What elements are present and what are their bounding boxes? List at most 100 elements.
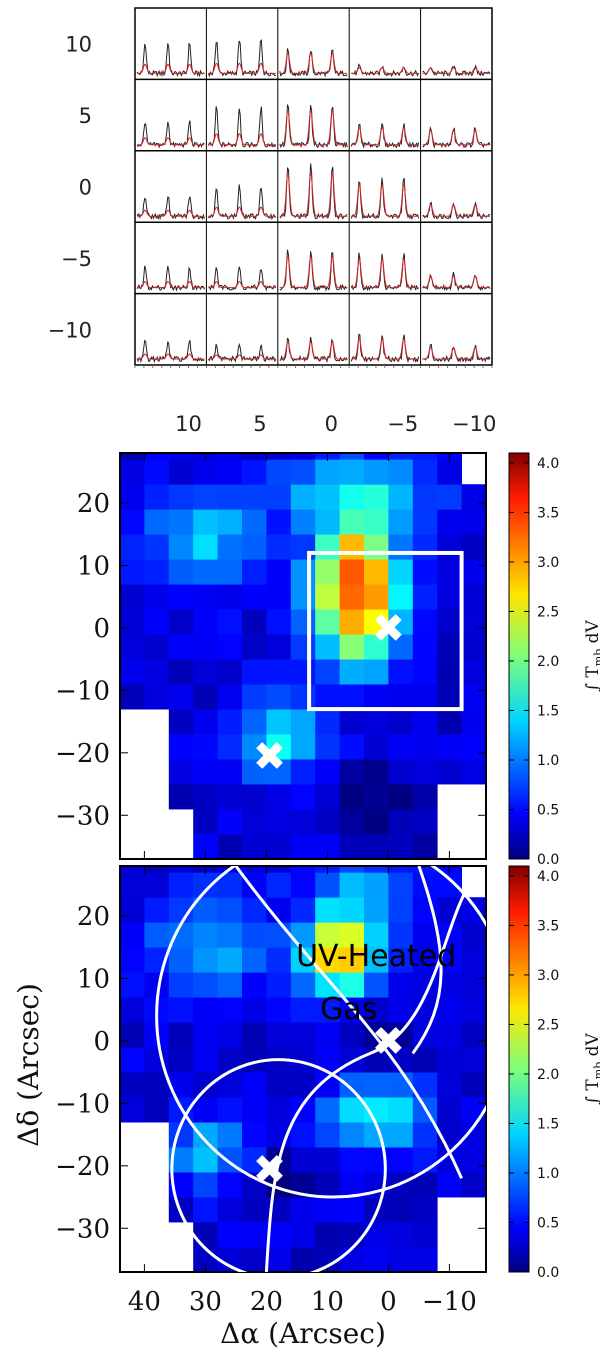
heatmap-cell <box>120 584 145 610</box>
heatmap-ytick-label: −10 <box>55 676 110 706</box>
heatmap-cell <box>193 947 218 973</box>
heatmap-cell <box>290 1147 316 1173</box>
heatmap-cell <box>266 809 292 835</box>
heatmap-cell <box>364 709 389 735</box>
heatmap-cell <box>120 1047 145 1073</box>
annotation-line-1: UV-Heated <box>296 939 456 974</box>
spectrum-observed-line <box>279 249 348 292</box>
heatmap-cells <box>120 453 486 859</box>
heatmap-cell <box>217 947 243 973</box>
heatmap-cell <box>193 634 218 660</box>
heatmap-cell <box>290 922 316 948</box>
heatmap-cell <box>339 947 365 973</box>
heatmap-xtick-label: 40 <box>128 1287 161 1317</box>
heatmap-cell <box>315 1197 340 1223</box>
heatmap-cell <box>364 609 389 635</box>
heatmap-cell <box>266 634 292 660</box>
heatmap-cell <box>339 922 365 948</box>
heatmap-cell <box>315 1022 340 1048</box>
heatmap-ytick-label: −10 <box>55 1089 110 1119</box>
map-top: 20 10 0 −10 −20 −30 ✖ ✖ <box>55 452 487 860</box>
heatmap-cell <box>217 659 243 685</box>
heatmap-cell <box>290 997 316 1023</box>
heatmap-cell <box>461 1072 486 1098</box>
colorbar-top: 0.0 0.5 1.0 1.5 2.0 2.5 3.0 3.5 4.0 ∫ Tmb dV <box>508 452 600 868</box>
heatmap-cell <box>388 534 414 560</box>
spectrum-model-line <box>279 340 348 360</box>
heatmap-cell <box>290 759 316 785</box>
heatmap-cell <box>339 584 365 610</box>
heatmap-cell <box>168 609 194 635</box>
heatmap-cell <box>461 997 486 1023</box>
heatmap-cell <box>315 659 340 685</box>
heatmap-cell <box>242 759 267 785</box>
heatmap-cell <box>388 709 414 735</box>
heatmap-cell <box>144 684 170 710</box>
heatmap-cell <box>339 1222 365 1248</box>
heatmap-cell <box>290 609 316 635</box>
heatmap-cell <box>217 684 243 710</box>
heatmap-cell <box>437 734 462 760</box>
heatmap-cell <box>266 609 292 635</box>
heatmap-cell <box>120 659 145 685</box>
heatmap-cell <box>339 609 365 635</box>
heatmap-cell <box>437 1097 462 1123</box>
heatmap-cell <box>364 1247 389 1272</box>
spectrum-model-line <box>208 280 276 289</box>
heatmap-cell <box>461 972 486 998</box>
heatmap-cell <box>168 509 194 535</box>
heatmap-cell <box>144 534 170 560</box>
heatmap-cell <box>120 684 145 710</box>
heatmap-cell <box>217 584 243 610</box>
heatmap-cell <box>242 866 267 873</box>
heatmap-cell <box>388 947 414 973</box>
heatmap-cell <box>242 997 267 1023</box>
spectrum-model-line <box>137 280 205 289</box>
heatmap-cell <box>290 834 316 859</box>
heatmap-cell <box>242 453 267 460</box>
heatmap-xtick-label: 30 <box>189 1287 222 1317</box>
colorbar-tick-label: 1.0 <box>537 1166 559 1182</box>
heatmap-cell <box>217 1172 243 1198</box>
heatmap-cell <box>461 1022 486 1048</box>
heatmap-cell <box>339 834 365 859</box>
heatmap-cell <box>412 1147 438 1173</box>
heatmap-cell <box>412 684 438 710</box>
heatmap-frame <box>119 865 487 1273</box>
heatmap-cell <box>217 1197 243 1223</box>
heatmap-cell <box>364 734 389 760</box>
heatmap-cell <box>266 709 292 735</box>
colorbar-tick-label: 0.0 <box>537 852 559 868</box>
heatmap-cell <box>144 484 170 510</box>
heatmap-cell <box>339 509 365 535</box>
heatmap-cell <box>144 634 170 660</box>
heatmap-cell <box>412 709 438 735</box>
spectrum-model-line <box>279 255 348 289</box>
heatmap-cell <box>120 459 145 485</box>
heatmap-cell <box>266 559 292 585</box>
heatmap-cell <box>168 709 194 735</box>
spectrum-model-line <box>208 132 276 146</box>
heatmap-cell <box>461 1097 486 1123</box>
spectra-ytick-label: 0 <box>79 176 92 200</box>
heatmap-cell <box>242 947 267 973</box>
heatmap-cell <box>144 897 170 923</box>
heatmap-cell <box>364 897 389 923</box>
heatmap-cell <box>193 1122 218 1148</box>
spectra-ytick-label: 10 <box>65 33 92 57</box>
colorbar-tick-label: 2.0 <box>537 1067 559 1083</box>
heatmap-cell <box>315 509 340 535</box>
heatmap-cell <box>437 559 462 585</box>
heatmap-cell <box>339 659 365 685</box>
heatmap-cell <box>339 559 365 585</box>
heatmap-cell <box>193 1047 218 1073</box>
heatmap-cell <box>461 1172 486 1198</box>
spectrum-model-line <box>208 354 276 360</box>
heatmap-cell <box>290 459 316 485</box>
spectra-ytick-label: −5 <box>61 247 92 271</box>
heatmap-cell <box>266 509 292 535</box>
heatmap-cell <box>144 509 170 535</box>
heatmap-cell <box>217 897 243 923</box>
heatmap-cell <box>412 1122 438 1148</box>
heatmap-cell <box>339 1247 365 1272</box>
